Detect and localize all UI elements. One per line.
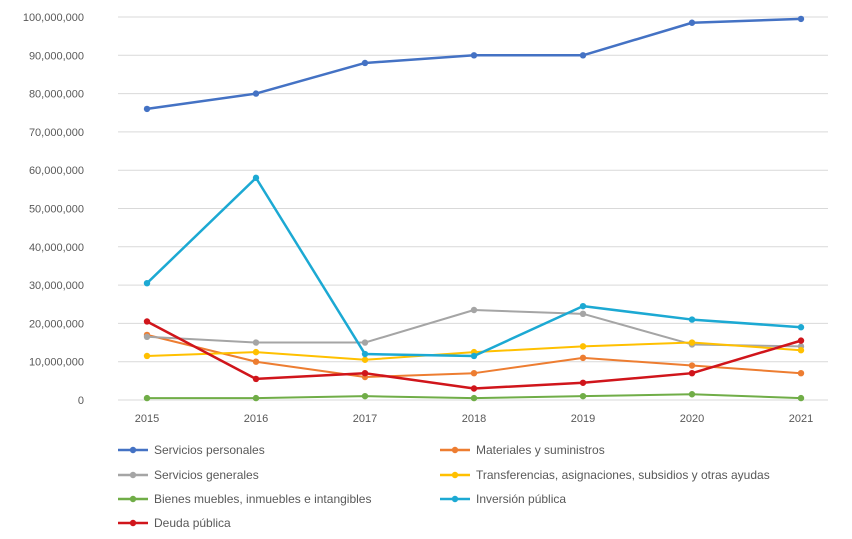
data-point bbox=[143, 333, 151, 341]
data-point bbox=[797, 337, 805, 344]
legend-item: Bienes muebles, inmuebles e intangibles bbox=[118, 492, 371, 506]
legend-label: Servicios personales bbox=[154, 443, 265, 457]
series-line bbox=[146, 308, 802, 348]
data-point bbox=[361, 350, 369, 358]
legend-label: Bienes muebles, inmuebles e intangibles bbox=[154, 492, 371, 506]
y-tick-label: 10,000,000 bbox=[29, 357, 84, 369]
series-bienes-muebles-inmuebles-e-intangibles bbox=[143, 391, 805, 402]
axes: 0 10,000,000 20,000,000 30,000,000 40,000,00… bbox=[23, 12, 828, 425]
legend-swatch-marker bbox=[451, 471, 459, 479]
data-point bbox=[470, 385, 478, 392]
data-point bbox=[252, 174, 260, 182]
legend-label: Materiales y suministros bbox=[476, 443, 605, 457]
legend-swatch-marker bbox=[129, 446, 137, 454]
data-point bbox=[688, 391, 696, 398]
y-tick-label: 50,000,000 bbox=[29, 204, 84, 216]
data-point bbox=[579, 354, 587, 362]
series-inversi-n-p-blica bbox=[143, 174, 805, 360]
y-tick-label: 70,000,000 bbox=[29, 127, 84, 139]
series-lines bbox=[143, 15, 805, 402]
series-deuda-p-blica bbox=[143, 318, 805, 392]
legend-swatch-marker bbox=[451, 495, 459, 503]
legend-label: Deuda pública bbox=[154, 516, 231, 530]
y-tick-label: 40,000,000 bbox=[29, 242, 84, 254]
y-tick-label: 0 bbox=[78, 395, 84, 407]
data-point bbox=[797, 369, 805, 377]
data-point bbox=[252, 375, 260, 383]
legend-item: Inversión pública bbox=[440, 492, 566, 506]
data-point bbox=[470, 306, 478, 314]
legend-label: Transferencias, asignaciones, subsidios … bbox=[476, 468, 770, 482]
legend-swatch-marker bbox=[129, 471, 137, 479]
data-point bbox=[470, 52, 478, 59]
data-point bbox=[579, 310, 587, 318]
y-tick-label: 100,000,000 bbox=[23, 12, 84, 24]
legend-item: Servicios generales bbox=[118, 468, 259, 482]
data-point bbox=[143, 394, 151, 402]
data-point bbox=[797, 394, 805, 402]
legend-item: Deuda pública bbox=[118, 516, 231, 530]
data-point bbox=[252, 339, 260, 346]
data-point bbox=[688, 369, 696, 377]
data-point bbox=[470, 369, 478, 377]
series-line bbox=[145, 17, 803, 111]
data-point bbox=[252, 348, 260, 356]
x-tick-label: 2018 bbox=[462, 413, 486, 425]
x-tick-label: 2016 bbox=[244, 413, 268, 425]
data-point bbox=[688, 316, 696, 323]
series-servicios-personales bbox=[143, 15, 805, 113]
data-point bbox=[797, 15, 805, 23]
legend-item: Servicios personales bbox=[118, 443, 265, 457]
data-point bbox=[688, 339, 696, 346]
data-point bbox=[797, 347, 805, 354]
data-point bbox=[579, 379, 587, 386]
legend-swatch-marker bbox=[451, 446, 459, 454]
data-point bbox=[579, 343, 587, 350]
legend-item: Transferencias, asignaciones, subsidios … bbox=[440, 468, 770, 482]
data-point bbox=[252, 90, 260, 97]
y-tick-label: 90,000,000 bbox=[29, 50, 84, 62]
data-point bbox=[143, 352, 151, 360]
legend-swatch-marker bbox=[129, 519, 137, 527]
data-point bbox=[470, 394, 478, 402]
data-point bbox=[797, 324, 805, 331]
data-point bbox=[579, 392, 587, 400]
data-point bbox=[143, 105, 151, 113]
x-tick-label: 2021 bbox=[789, 413, 813, 425]
legend-label: Inversión pública bbox=[476, 492, 566, 506]
x-tick-label: 2019 bbox=[571, 413, 595, 425]
legend-label: Servicios generales bbox=[154, 468, 259, 482]
data-point bbox=[252, 358, 260, 365]
y-tick-label: 20,000,000 bbox=[29, 318, 84, 330]
data-point bbox=[470, 352, 478, 360]
data-point bbox=[361, 339, 369, 346]
y-tick-label: 60,000,000 bbox=[29, 165, 84, 177]
y-tick-label: 30,000,000 bbox=[29, 280, 84, 292]
data-point bbox=[252, 394, 260, 402]
legend-swatch-marker bbox=[129, 495, 137, 503]
x-tick-label: 2015 bbox=[135, 413, 159, 425]
data-point bbox=[361, 369, 369, 377]
data-point bbox=[688, 19, 696, 26]
data-point bbox=[579, 52, 587, 59]
x-tick-label: 2017 bbox=[353, 413, 377, 425]
data-point bbox=[361, 392, 369, 400]
data-point bbox=[579, 302, 587, 310]
y-tick-label: 80,000,000 bbox=[29, 89, 84, 101]
data-point bbox=[361, 59, 369, 67]
data-point bbox=[143, 279, 151, 287]
data-point bbox=[361, 356, 369, 363]
x-tick-label: 2020 bbox=[680, 413, 704, 425]
legend: Servicios personales Materiales y suminis… bbox=[118, 443, 770, 530]
legend-item: Materiales y suministros bbox=[440, 443, 605, 457]
data-point bbox=[143, 318, 151, 325]
data-point bbox=[688, 362, 696, 369]
series-line bbox=[145, 176, 803, 358]
